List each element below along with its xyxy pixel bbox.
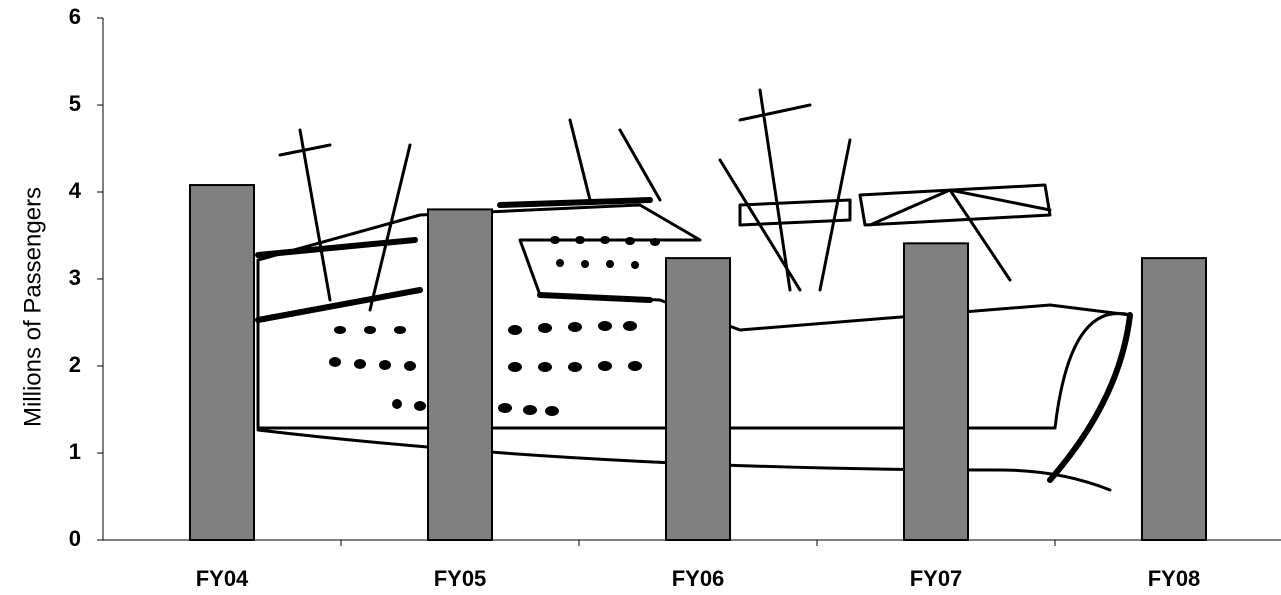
y-tick-label: 2: [69, 352, 81, 377]
y-tick-label: 4: [69, 178, 82, 203]
bar: [666, 258, 730, 540]
chart: Millions of Passengers 0 1 2 3 4 5 6 FY04 FY05 FY…: [0, 0, 1281, 595]
page: {"chart_data": {"type": "bar", "y_label"…: [0, 0, 1281, 595]
y-tick-label: 1: [69, 439, 81, 464]
bar: [428, 209, 492, 540]
x-tick-label: FY08: [1148, 566, 1201, 591]
bar: [904, 243, 968, 540]
y-tick-label: 3: [69, 265, 81, 290]
y-tick-label: 5: [69, 91, 81, 116]
bar: [1142, 258, 1206, 540]
y-tick-label: 0: [69, 526, 81, 551]
y-tick-label: 6: [69, 4, 81, 29]
y-axis-title: Millions of Passengers: [19, 187, 46, 427]
ship-windows: [329, 236, 660, 416]
bar: [190, 185, 254, 540]
x-tick-label: FY06: [672, 566, 725, 591]
x-tick-label: FY05: [434, 566, 487, 591]
x-tick-label: FY04: [196, 566, 249, 591]
x-tick-label: FY07: [910, 566, 963, 591]
